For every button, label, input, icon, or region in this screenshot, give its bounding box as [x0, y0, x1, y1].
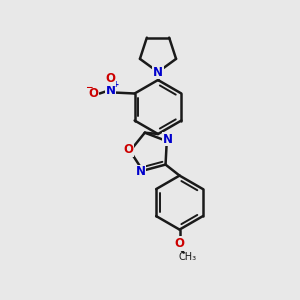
Text: N: N [153, 65, 163, 79]
Text: CH₃: CH₃ [178, 252, 196, 262]
Text: +: + [112, 80, 119, 89]
Text: N: N [163, 133, 173, 146]
Text: −: − [85, 83, 92, 92]
Text: O: O [175, 237, 184, 250]
Text: O: O [106, 72, 116, 85]
Text: O: O [88, 87, 99, 100]
Text: O: O [123, 143, 133, 157]
Text: N: N [136, 165, 146, 178]
Text: N: N [106, 84, 116, 97]
